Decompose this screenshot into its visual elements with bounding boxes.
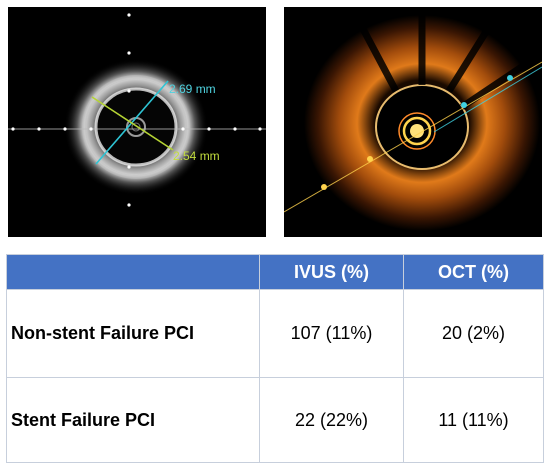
oct-catheter	[402, 116, 432, 146]
ivus-value: 107 (11%)	[259, 289, 404, 378]
scale-markers	[11, 13, 262, 207]
oct-cross-section	[284, 7, 542, 237]
row-label: Non-stent Failure PCI	[6, 289, 260, 378]
oct-value: 11 (11%)	[403, 377, 544, 463]
long-diameter-label: 2.69 mm	[169, 82, 216, 96]
shadow-artifacts	[358, 12, 531, 110]
ivus-cross-section: 2.69 mm 2.54 mm	[8, 7, 266, 237]
table-row: Non-stent Failure PCI 107 (11%) 20 (2%)	[6, 289, 544, 378]
ivus-image: 2.69 mm 2.54 mm	[8, 7, 266, 237]
header-empty-cell	[6, 254, 260, 290]
short-diameter-line	[91, 96, 174, 151]
oct-value: 20 (2%)	[403, 289, 544, 378]
ivus-value: 22 (22%)	[259, 377, 404, 463]
header-oct: OCT (%)	[403, 254, 544, 290]
header-ivus: IVUS (%)	[259, 254, 404, 290]
row-label: Stent Failure PCI	[6, 377, 260, 463]
oct-markers	[321, 75, 513, 190]
short-diameter-label: 2.54 mm	[173, 149, 220, 163]
table-row: Stent Failure PCI 22 (22%) 11 (11%)	[6, 377, 544, 463]
oct-image	[284, 7, 542, 237]
results-table: IVUS (%) OCT (%) Non-stent Failure PCI 1…	[6, 254, 544, 463]
table-header-row: IVUS (%) OCT (%)	[6, 254, 544, 290]
